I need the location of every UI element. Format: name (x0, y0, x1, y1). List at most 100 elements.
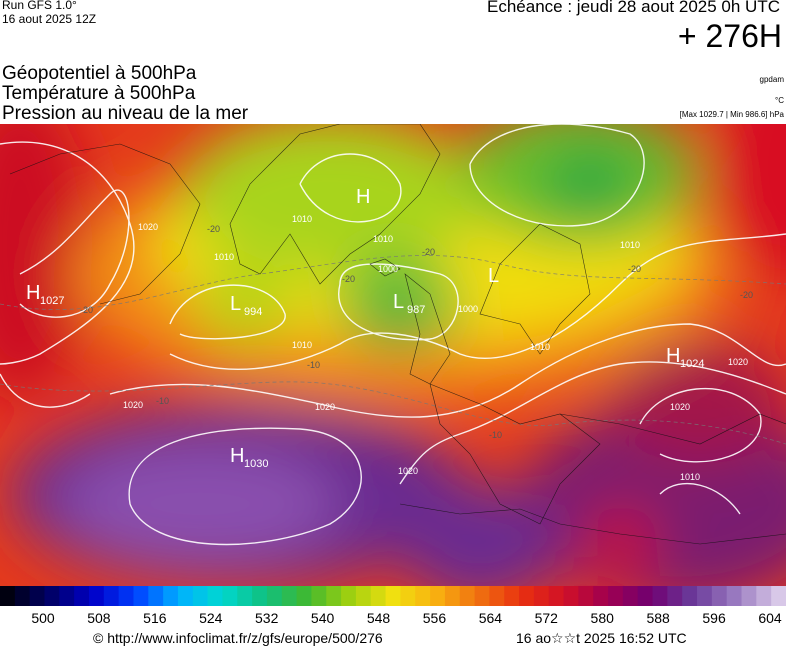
color-swatch (578, 586, 594, 606)
isobar-label: 1020 (138, 222, 158, 232)
color-swatch (593, 586, 609, 606)
pressure-letter: H (356, 186, 370, 208)
colorbar-tick: 572 (534, 610, 558, 626)
source: © http://www.infoclimat.fr/z/gfs/europe/… (93, 630, 383, 646)
colorbar-tick: 556 (422, 610, 447, 626)
colorbar-tick: 532 (255, 610, 279, 626)
color-swatch (682, 586, 698, 606)
color-swatch (281, 586, 298, 606)
color-swatch (489, 586, 505, 606)
temperature-label: -20 (80, 305, 93, 315)
color-swatch (74, 586, 90, 606)
colorbar-tick: 548 (366, 610, 391, 626)
color-swatch (459, 586, 476, 606)
colorbar-tick: 500 (31, 610, 55, 626)
isobar-label: 1010 (530, 342, 550, 352)
color-swatch (192, 586, 209, 606)
color-swatch (548, 586, 565, 606)
color-swatch (608, 586, 624, 606)
pressure-letter: H (230, 445, 244, 467)
isobar-label: 1020 (398, 466, 418, 476)
isobar-label: 1000 (458, 304, 478, 314)
color-swatch (400, 586, 416, 606)
color-swatch (622, 586, 639, 606)
color-swatch (341, 586, 357, 606)
color-swatch (726, 586, 743, 606)
pressure-letter: L (488, 265, 499, 287)
color-swatch (103, 586, 120, 606)
pressure-letter: H (26, 282, 40, 304)
colorbar-tick: 604 (758, 610, 782, 626)
pressure-letter: H (666, 345, 680, 367)
pressure-letter: L (230, 293, 241, 315)
color-swatch (88, 586, 105, 606)
isobar-label: 1020 (728, 357, 748, 367)
colorbar (0, 586, 786, 606)
color-swatch (266, 586, 283, 606)
temperature-label: -20 (628, 264, 641, 274)
isobar-label: 1020 (123, 400, 143, 410)
color-swatch (711, 586, 728, 606)
run: Run GFS 1.0° (2, 0, 77, 12)
temperature-label: -10 (156, 396, 169, 406)
color-swatch (444, 586, 461, 606)
color-swatch (474, 586, 490, 606)
isobar-label: 1010 (680, 472, 700, 482)
valid-time: Echéance : jeudi 28 aout 2025 0h UTC (487, 0, 780, 16)
color-swatch (415, 586, 431, 606)
colorbar-tick: 564 (478, 610, 503, 626)
temperature-label: -20 (342, 274, 355, 284)
color-swatch (44, 586, 60, 606)
temperature-label: -20 (207, 224, 220, 234)
color-swatch (697, 586, 713, 606)
legend-line: Géopotentiel à 500hPa (2, 63, 197, 84)
isobar-label: 1010 (292, 340, 312, 350)
color-swatch (29, 586, 45, 606)
color-swatch (148, 586, 164, 606)
isobar-label: 1010 (292, 214, 312, 224)
color-swatch (177, 586, 194, 606)
color-swatch (14, 586, 31, 606)
colorbar-tick: 524 (199, 610, 223, 626)
temperature-label: -10 (307, 360, 320, 370)
color-swatch (652, 586, 668, 606)
color-swatch (430, 586, 446, 606)
colorbar-tick: 588 (646, 610, 670, 626)
colorbar-tick: 596 (702, 610, 726, 626)
legend-line: Pression au niveau de la mer (2, 103, 249, 124)
color-swatch (296, 586, 312, 606)
isobar-label: 1020 (670, 402, 690, 412)
colorbar-tick: 580 (590, 610, 614, 626)
temperature-label: -20 (422, 247, 435, 257)
isobar-label: 1010 (373, 234, 393, 244)
color-swatch (385, 586, 401, 606)
color-swatch (207, 586, 223, 606)
color-swatch (326, 586, 342, 606)
color-swatch (222, 586, 238, 606)
color-swatch (756, 586, 772, 606)
color-swatch (252, 586, 268, 606)
color-swatch (771, 586, 786, 606)
color-swatch (370, 586, 387, 606)
pressure-value: 1027 (40, 295, 64, 307)
legend-line: Température à 500hPa (2, 83, 196, 104)
colorbar-tick: 508 (87, 610, 111, 626)
lead-time: + 276H (677, 18, 782, 54)
temperature-label: -20 (740, 290, 753, 300)
color-swatch (519, 586, 535, 606)
color-swatch (504, 586, 520, 606)
isobar-label: 1020 (315, 402, 335, 412)
unit: °C (775, 96, 784, 105)
color-swatch (637, 586, 654, 606)
pressure-value: 994 (244, 306, 262, 318)
color-swatch (355, 586, 372, 606)
color-swatch (311, 586, 327, 606)
color-swatch (563, 586, 579, 606)
generated: 16 ao☆☆t 2025 16:52 UTC (516, 630, 687, 646)
colorbar-tick: 516 (143, 610, 167, 626)
temperature-label: -10 (489, 430, 502, 440)
pressure-value: 1030 (244, 458, 268, 470)
pressure-value: 1024 (680, 358, 704, 370)
